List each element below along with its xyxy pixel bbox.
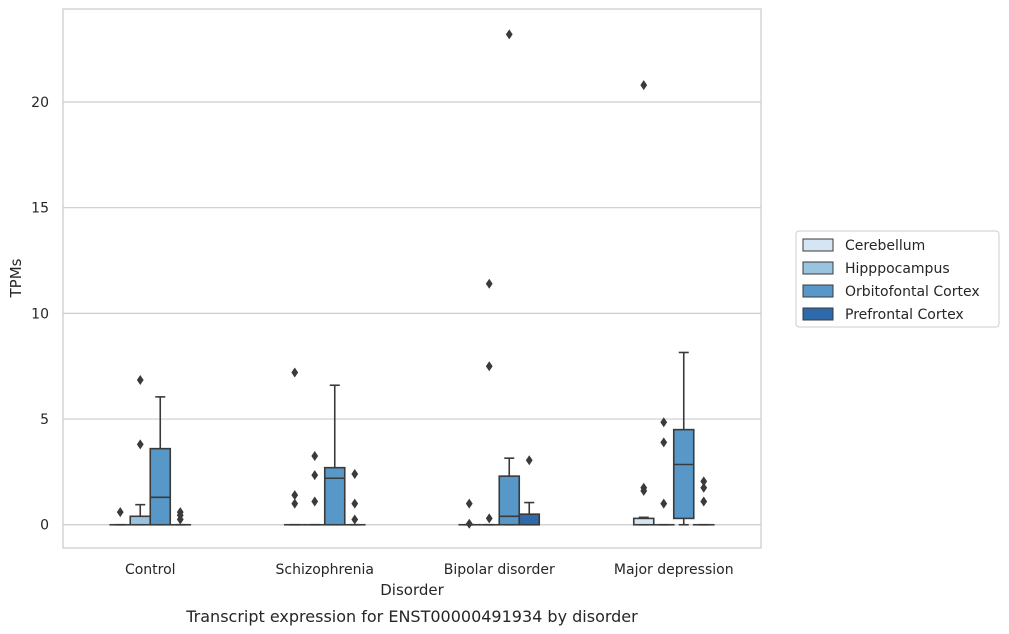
- legend: Cerebellum Hipppocampus Orbitofontal Corte…: [795, 230, 1000, 328]
- outlier-point: [116, 507, 124, 518]
- y-axis-label: TPMs: [7, 258, 25, 298]
- box-body: [129, 515, 152, 526]
- outlier-point: [485, 278, 493, 289]
- legend-swatch: [802, 261, 834, 275]
- y-tick-label: 20: [31, 95, 49, 111]
- box-body: [498, 475, 521, 526]
- box-0-1: [129, 374, 152, 526]
- box-body: [518, 513, 541, 526]
- outlier-point: [136, 374, 144, 385]
- x-axis-label: Disorder: [380, 581, 444, 599]
- box-3-1: [652, 417, 675, 526]
- box-0-2: [149, 396, 172, 526]
- box-1-3: [343, 469, 366, 526]
- box-2-2: [498, 29, 521, 526]
- legend-swatch: [802, 307, 834, 321]
- outlier-point: [465, 498, 473, 509]
- outlier-point: [351, 498, 359, 509]
- outlier-point: [485, 361, 493, 372]
- outlier-point: [465, 518, 473, 529]
- outlier-point: [311, 496, 319, 507]
- legend-frame: [795, 230, 1000, 328]
- outlier-point: [351, 514, 359, 525]
- y-tick-label: 5: [40, 412, 49, 428]
- box-plots: [109, 29, 715, 529]
- outlier-point: [485, 513, 493, 524]
- outlier-point: [660, 417, 668, 428]
- box-0-3: [169, 507, 192, 526]
- outlier-point: [505, 29, 513, 40]
- legend-swatch: [802, 284, 834, 298]
- x-tick-label: Schizophrenia: [276, 562, 374, 578]
- y-tick-label: 15: [31, 201, 49, 217]
- outlier-point: [660, 498, 668, 509]
- outlier-point: [136, 439, 144, 450]
- outlier-point: [351, 469, 359, 480]
- box-2-0: [458, 498, 481, 529]
- box-body: [672, 428, 695, 520]
- box-3-0: [632, 80, 655, 526]
- y-tick-labels: 0 5 10 15 20: [31, 95, 49, 534]
- box-body: [632, 517, 655, 526]
- outlier-point: [660, 437, 668, 448]
- outlier-point: [291, 498, 299, 509]
- legend-label: Orbitofontal Cortex: [845, 284, 980, 300]
- outlier-point: [291, 367, 299, 378]
- box-1-2: [323, 384, 346, 526]
- x-tick-label: Control: [125, 562, 176, 578]
- outlier-point: [640, 80, 648, 91]
- outlier-point: [311, 470, 319, 481]
- outlier-point: [700, 476, 708, 487]
- outlier-point: [525, 455, 533, 466]
- chart-caption: Transcript expression for ENST0000049193…: [185, 607, 638, 626]
- outlier-point: [700, 482, 708, 493]
- outlier-point: [700, 496, 708, 507]
- outlier-point: [640, 482, 648, 493]
- outlier-point: [311, 451, 319, 462]
- x-tick-label: Bipolar disorder: [444, 562, 555, 578]
- box-1-1: [303, 451, 326, 526]
- box-1-0: [283, 367, 306, 526]
- x-tick-labels: Control Schizophrenia Bipolar disorder Majo…: [125, 562, 734, 578]
- legend-label: Prefrontal Cortex: [845, 307, 964, 323]
- box-body: [149, 447, 172, 526]
- box-2-3: [518, 455, 541, 526]
- y-tick-label: 0: [40, 518, 49, 534]
- x-tick-label: Major depression: [614, 562, 734, 578]
- box-3-2: [672, 351, 695, 526]
- legend-label: Cerebellum: [845, 238, 925, 254]
- legend-label: Hipppocampus: [845, 261, 950, 277]
- outlier-point: [291, 490, 299, 501]
- legend-swatch: [802, 238, 834, 252]
- box-0-0: [109, 507, 132, 526]
- box-3-3: [692, 476, 715, 526]
- box-2-1: [478, 278, 501, 526]
- box-body: [323, 466, 346, 526]
- y-tick-label: 10: [31, 306, 49, 322]
- plot-area-frame: [62, 8, 762, 549]
- outlier-point: [176, 507, 184, 518]
